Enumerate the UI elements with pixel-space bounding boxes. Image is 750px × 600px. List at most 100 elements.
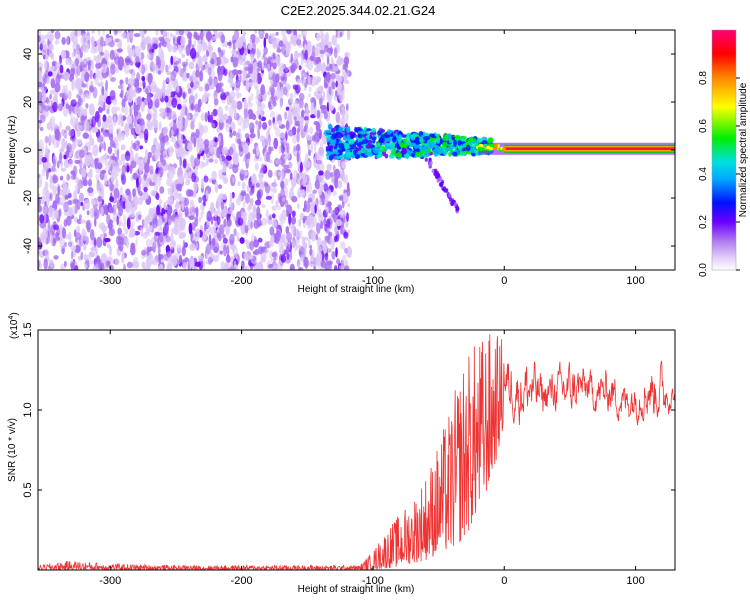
noise-blob xyxy=(38,104,42,110)
noise-blob xyxy=(146,92,151,104)
noise-blob xyxy=(237,181,241,186)
branch-blob xyxy=(456,206,460,212)
noise-blob xyxy=(232,176,235,184)
noise-blob xyxy=(347,250,352,256)
noise-blob xyxy=(172,252,178,259)
noise-blob xyxy=(153,217,158,229)
band-blob xyxy=(410,153,416,158)
noise-blob xyxy=(84,71,90,83)
noise-blob xyxy=(298,92,305,101)
noise-blob xyxy=(74,203,79,214)
noise-blob xyxy=(312,141,319,146)
noise-blob xyxy=(223,68,228,77)
noise-blob xyxy=(293,116,297,121)
noise-blob xyxy=(63,132,68,138)
noise-blob xyxy=(122,263,127,270)
noise-blob xyxy=(85,103,89,109)
noise-blob xyxy=(170,232,174,242)
noise-blob xyxy=(68,159,74,168)
noise-blob xyxy=(133,33,141,38)
noise-blob xyxy=(255,36,260,44)
noise-blob xyxy=(130,160,137,169)
noise-blob xyxy=(338,265,345,270)
noise-blob xyxy=(158,231,164,243)
noise-blob xyxy=(91,37,95,43)
noise-blob xyxy=(268,119,272,126)
noise-blob xyxy=(135,61,141,68)
noise-blob xyxy=(159,221,163,230)
noise-blob xyxy=(141,75,146,82)
x-tick-label: -300 xyxy=(99,575,121,587)
noise-blob xyxy=(91,59,94,71)
noise-blob xyxy=(95,55,101,64)
noise-blob xyxy=(208,75,213,86)
noise-blob xyxy=(274,90,280,102)
noise-blob xyxy=(160,30,164,35)
noise-blob xyxy=(252,61,258,71)
noise-blob xyxy=(60,201,64,206)
noise-blob xyxy=(51,165,56,172)
noise-blob xyxy=(339,209,345,219)
noise-blob xyxy=(331,190,337,196)
noise-blob xyxy=(242,157,246,162)
noise-blob xyxy=(135,123,142,135)
noise-blob xyxy=(166,263,173,270)
noise-blob xyxy=(273,256,277,262)
noise-blob xyxy=(272,41,279,49)
noise-blob xyxy=(221,88,224,96)
band-blob xyxy=(389,153,395,159)
noise-blob xyxy=(250,54,254,63)
noise-blob xyxy=(55,236,61,241)
noise-blob xyxy=(177,63,181,76)
noise-blob xyxy=(212,225,216,234)
noise-blob xyxy=(189,203,196,215)
noise-blob xyxy=(205,83,210,92)
noise-blob xyxy=(320,220,324,230)
colorbar-tick-label: 0.6 xyxy=(698,119,709,133)
noise-blob xyxy=(47,218,51,231)
noise-blob xyxy=(345,174,348,185)
noise-blob xyxy=(88,251,95,257)
noise-blob xyxy=(182,116,186,126)
noise-blob xyxy=(236,138,242,144)
noise-blob xyxy=(110,63,116,75)
noise-blob xyxy=(199,71,204,82)
noise-blob xyxy=(233,30,240,41)
noise-blob xyxy=(298,267,304,270)
noise-blob xyxy=(157,215,162,220)
noise-blob xyxy=(104,173,108,186)
noise-blob xyxy=(289,92,294,104)
noise-blob xyxy=(278,246,285,255)
noise-blob xyxy=(121,83,125,91)
noise-blob xyxy=(238,58,244,63)
noise-blob xyxy=(89,85,95,93)
noise-blob xyxy=(173,36,176,45)
noise-blob xyxy=(49,180,55,191)
noise-blob xyxy=(311,45,316,55)
noise-blob xyxy=(137,197,144,206)
band-blob xyxy=(409,142,416,147)
noise-blob xyxy=(167,44,173,53)
noise-blob xyxy=(291,195,298,203)
noise-blob xyxy=(278,157,286,166)
noise-blob xyxy=(170,137,177,143)
noise-blob xyxy=(169,239,174,250)
noise-blob xyxy=(42,204,49,216)
noise-blob xyxy=(197,106,201,113)
noise-blob xyxy=(147,254,151,266)
noise-blob xyxy=(65,58,72,66)
noise-blob xyxy=(44,135,49,144)
noise-blob xyxy=(280,137,284,145)
noise-blob xyxy=(43,96,47,102)
noise-blob xyxy=(284,150,290,160)
noise-blob xyxy=(166,214,173,220)
noise-blob xyxy=(233,216,237,222)
noise-blob xyxy=(308,86,312,92)
noise-blob xyxy=(149,123,153,131)
noise-blob xyxy=(282,36,288,47)
noise-blob xyxy=(225,119,230,124)
noise-blob xyxy=(94,217,97,227)
noise-blob xyxy=(55,193,60,204)
band-blob xyxy=(372,146,380,154)
noise-blob xyxy=(315,233,319,241)
